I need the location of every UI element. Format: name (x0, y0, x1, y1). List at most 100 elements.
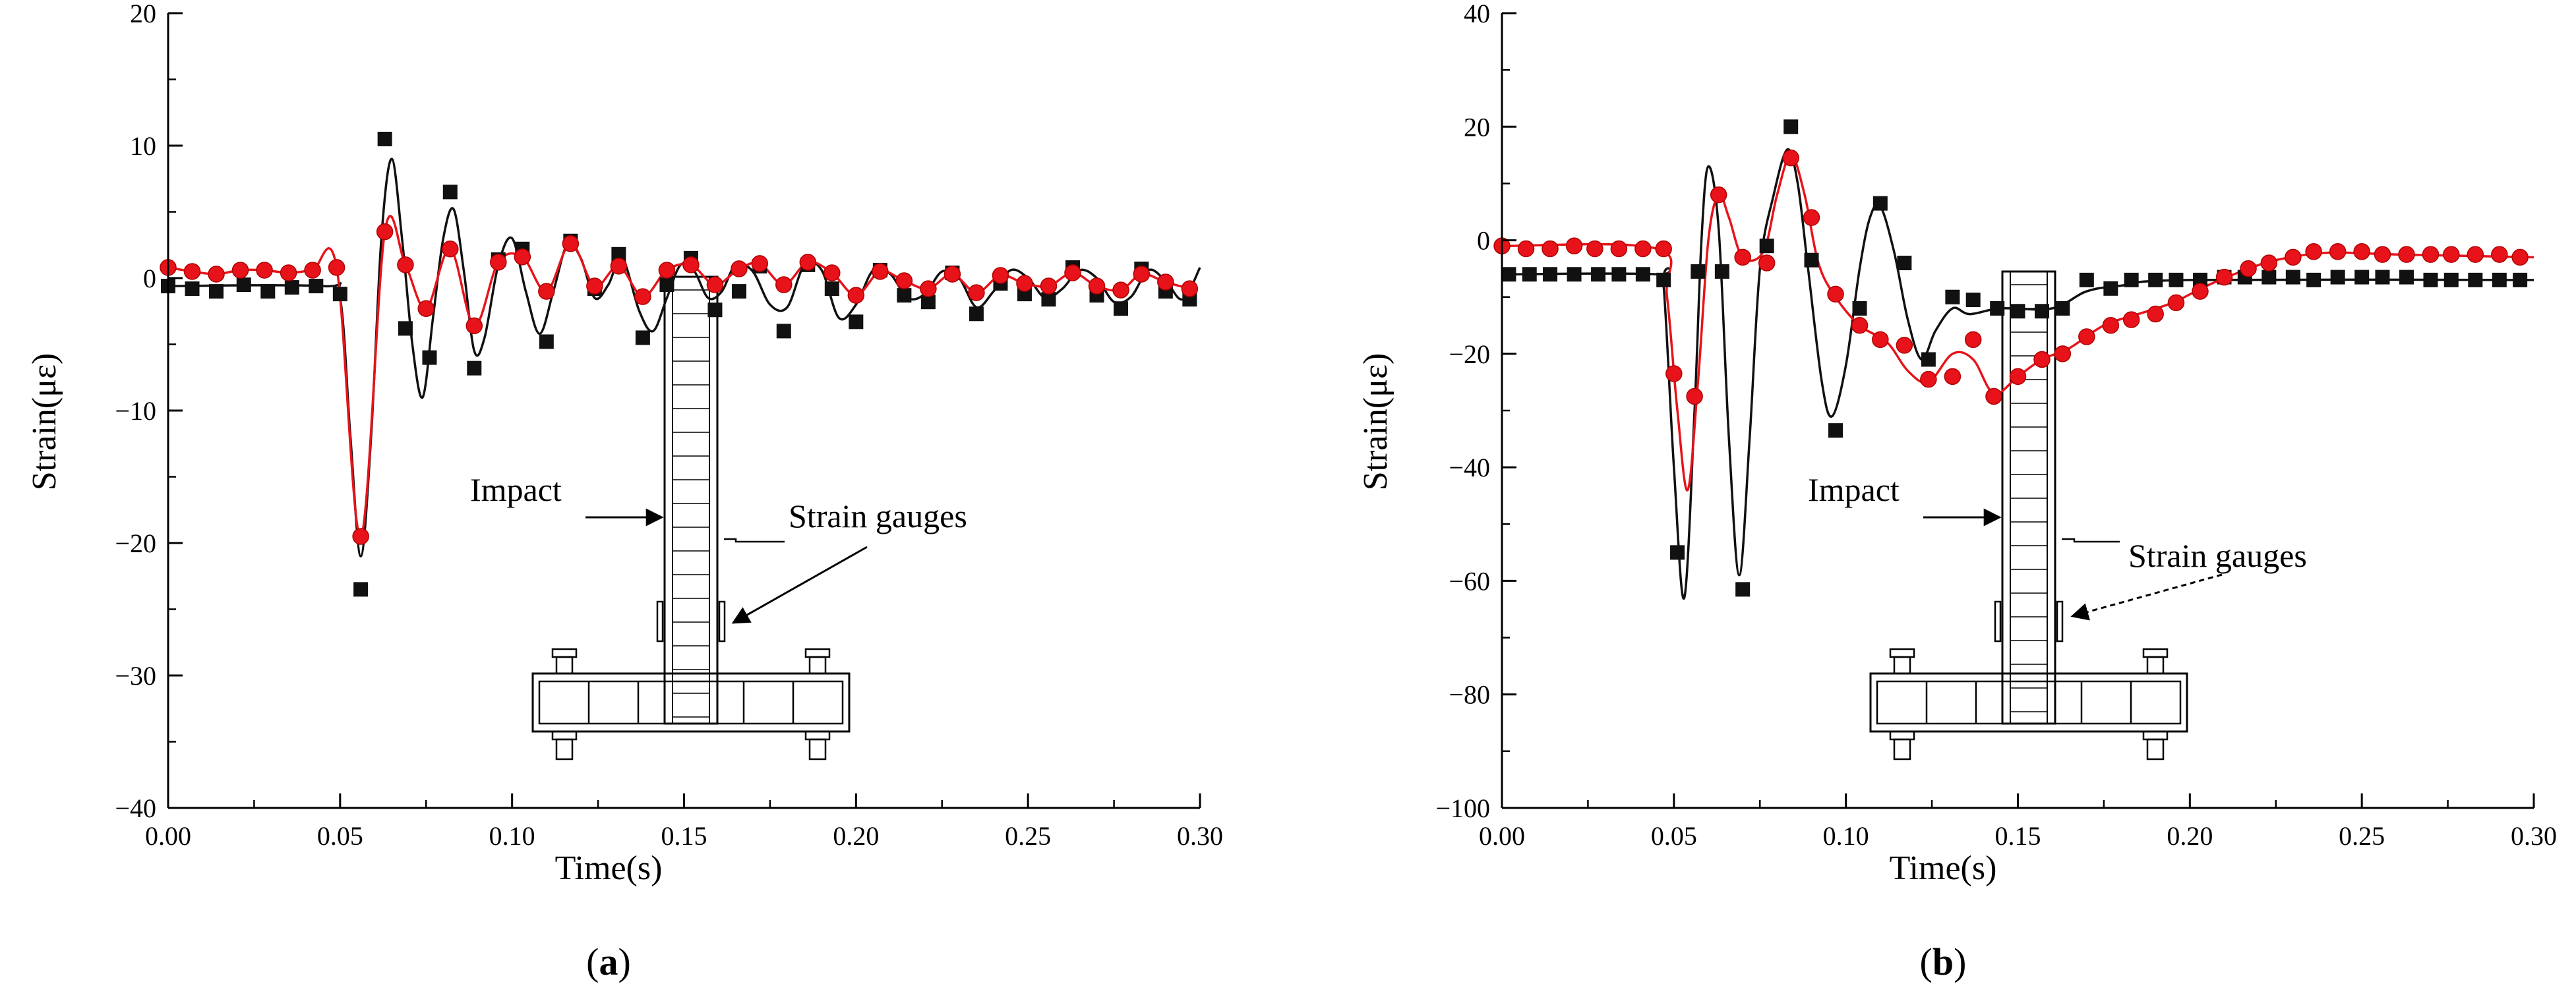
data-point-circle (1896, 337, 1913, 354)
data-point-circle (1634, 240, 1652, 258)
data-point-square (209, 284, 224, 299)
data-point-circle (1920, 370, 1937, 388)
data-point-circle (775, 276, 793, 293)
data-point-circle (992, 267, 1009, 284)
data-point-square (2468, 272, 2483, 287)
data-point-square (1852, 301, 1867, 316)
data-point-square (731, 284, 746, 299)
data-point-circle (2078, 328, 2095, 345)
data-point-square (2055, 301, 2070, 316)
y-tick-label: 0 (1477, 226, 1490, 256)
data-point-square (1965, 293, 1981, 308)
y-tick-label: 20 (1464, 112, 1490, 142)
data-point-circle (2167, 294, 2185, 312)
data-point-square (2261, 270, 2277, 285)
data-point-square (309, 279, 324, 294)
data-point-circle (1016, 275, 1033, 292)
data-point-square (1735, 582, 1751, 597)
data-point-circle (352, 528, 369, 545)
data-point-square (2285, 270, 2300, 285)
data-point-square (236, 277, 251, 293)
data-point-square (1567, 267, 1582, 282)
data-point-circle (1734, 248, 1751, 266)
red-circles-simulated-line (167, 215, 1190, 538)
data-point-circle (2192, 283, 2209, 300)
data-point-square (1897, 256, 1912, 271)
data-point-circle (1964, 331, 1982, 349)
data-point-square (2103, 281, 2118, 296)
red-circles-simulated-line (1501, 154, 2534, 492)
data-point-circle (1665, 365, 1683, 382)
data-point-square (969, 306, 984, 322)
x-tick-label: 0.10 (1823, 821, 1869, 851)
data-point-circle (847, 287, 865, 304)
data-point-circle (2122, 311, 2140, 328)
data-point-circle (2215, 268, 2233, 286)
data-point-circle (1610, 240, 1628, 258)
data-point-circle (1686, 387, 1703, 405)
x-tick-label: 0.25 (1005, 821, 1051, 851)
data-point-circle (1851, 317, 1869, 334)
data-point-square (467, 360, 482, 376)
data-point-circle (490, 254, 507, 271)
x-tick-label: 0.05 (1651, 821, 1697, 851)
data-point-circle (872, 263, 889, 280)
x-tick-label: 0.15 (1995, 821, 2041, 851)
data-point-circle (2285, 248, 2302, 266)
series-markers (160, 131, 1199, 597)
panel-label-b: (b) (1920, 940, 1967, 983)
y-tick-label: −30 (115, 661, 156, 691)
y-tick-label: −80 (1449, 680, 1490, 710)
data-point-circle (514, 248, 531, 266)
x-tick-label: 0.30 (1177, 821, 1223, 851)
data-point-circle (682, 256, 700, 273)
x-tick-label: 0.00 (1479, 821, 1525, 851)
data-point-square (1804, 252, 1819, 268)
y-tick-label: 10 (130, 131, 156, 161)
y-tick-label: 0 (143, 264, 156, 293)
data-point-square (1828, 423, 1843, 438)
data-point-circle (1542, 240, 1559, 258)
data-point-circle (920, 280, 937, 297)
axes: −40 −30 −20 −10 0 10 20 0.00 0.05 0.10 0.15 0.20 0.2… (115, 0, 1223, 851)
x-tick-label: 0.10 (489, 821, 535, 851)
data-point-circle (2033, 351, 2051, 368)
data-point-square (1670, 545, 1685, 560)
x-axis-label: Time(s) (1890, 849, 1997, 887)
data-point-circle (2374, 246, 2391, 263)
data-point-square (332, 287, 347, 302)
data-point-square (897, 288, 912, 303)
data-point-square (1872, 196, 1888, 211)
data-point-square (2192, 272, 2207, 287)
impact-label: Impact (1808, 471, 1900, 508)
data-point-square (2124, 272, 2139, 287)
black-squares-measured-line (1501, 148, 2534, 600)
data-point-circle (2443, 246, 2460, 263)
data-point-square (260, 284, 276, 299)
y-axis-label: Strain(με) (26, 353, 63, 491)
column-specimen-diagram: Impact Strain gauges (1808, 270, 2307, 760)
data-point-square (2375, 270, 2390, 285)
y-tick-label: 20 (130, 0, 156, 28)
black-squares-measured-line (167, 158, 1201, 558)
data-point-square (2492, 272, 2507, 287)
data-point-circle (1133, 266, 1151, 283)
data-point-square (1522, 267, 1537, 282)
y-tick-label: −20 (1449, 339, 1490, 369)
data-point-square (2079, 272, 2094, 287)
data-point-circle (824, 264, 841, 281)
data-point-square (1990, 301, 2005, 316)
data-point-square (1921, 352, 1936, 367)
data-point-square (611, 246, 626, 262)
data-point-circle (1710, 186, 1727, 204)
data-point-circle (538, 283, 555, 300)
data-point-square (849, 314, 864, 330)
data-point-square (2423, 272, 2438, 287)
data-point-square (2169, 272, 2184, 287)
data-point-circle (2009, 368, 2027, 386)
panel-label-a: (a) (586, 940, 631, 983)
impact-label: Impact (470, 471, 562, 508)
data-point-circle (1040, 277, 1058, 295)
data-point-circle (751, 255, 769, 272)
data-point-circle (328, 259, 345, 276)
